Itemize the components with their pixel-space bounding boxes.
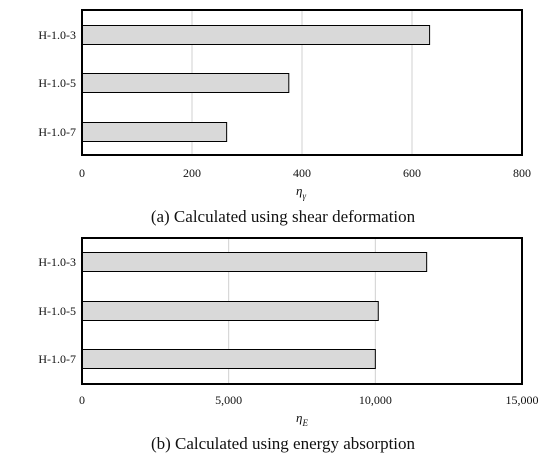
panel-b-category-label: H-1.0-7: [38, 352, 76, 366]
panel-a-bar-h-1-0-3: [81, 25, 431, 45]
panel-b-x-axis-label: ηE: [296, 410, 308, 428]
panel-b-bars: [81, 252, 428, 369]
panel-a-x-axis-label: ηγ: [296, 183, 306, 201]
panel-a-category-labels: H-1.0-3 H-1.0-5 H-1.0-7: [38, 28, 76, 139]
panel-b: H-1.0-3 H-1.0-5 H-1.0-7 0 5,000 10,000 15,000…: [38, 237, 539, 453]
panel-b-bar-h-1-0-5: [81, 301, 379, 321]
panel-b-category-labels: H-1.0-3 H-1.0-5 H-1.0-7: [38, 255, 76, 366]
panel-a-tick-label: 600: [403, 166, 421, 180]
panel-a-category-label: H-1.0-3: [38, 28, 76, 42]
panel-a-plot-frame: [81, 9, 523, 156]
panel-a-x-axis-subscript: γ: [302, 191, 306, 201]
panel-b-plot-frame: [81, 237, 523, 385]
panel-b-x-axis-subscript: E: [301, 418, 308, 428]
panel-b-tick-label: 10,000: [359, 393, 392, 407]
panel-b-bar-h-1-0-3: [81, 252, 428, 272]
panel-b-tick-labels: 0 5,000 10,000 15,000: [79, 393, 539, 407]
panel-a-tick-labels: 0 200 400 600 800: [79, 166, 531, 180]
panel-b-category-label: H-1.0-5: [38, 304, 76, 318]
panel-a-tick-label: 800: [513, 166, 531, 180]
panel-a-tick-label: 200: [183, 166, 201, 180]
panel-a-caption: (a) Calculated using shear deformation: [151, 207, 416, 226]
panel-a-x-axis-symbol: η: [296, 183, 302, 198]
panel-a-category-label: H-1.0-5: [38, 76, 76, 90]
panel-a: H-1.0-3 H-1.0-5 H-1.0-7 0 200 400 600 800 ηγ (…: [38, 9, 531, 226]
panel-b-category-label: H-1.0-3: [38, 255, 76, 269]
panel-a-category-label: H-1.0-7: [38, 125, 76, 139]
panel-b-x-axis-symbol: η: [296, 410, 302, 425]
panel-b-tick-label: 15,000: [506, 393, 539, 407]
panel-a-bar-h-1-0-5: [81, 73, 290, 93]
panel-a-bar-h-1-0-7: [81, 122, 228, 142]
panel-a-bars: [81, 25, 431, 142]
panel-a-tick-label: 0: [79, 166, 85, 180]
panel-b-tick-label: 0: [79, 393, 85, 407]
panel-a-tick-label: 400: [293, 166, 311, 180]
panel-b-tick-label: 5,000: [215, 393, 242, 407]
panel-b-bar-h-1-0-7: [81, 349, 376, 369]
panel-b-caption: (b) Calculated using energy absorption: [151, 434, 416, 453]
